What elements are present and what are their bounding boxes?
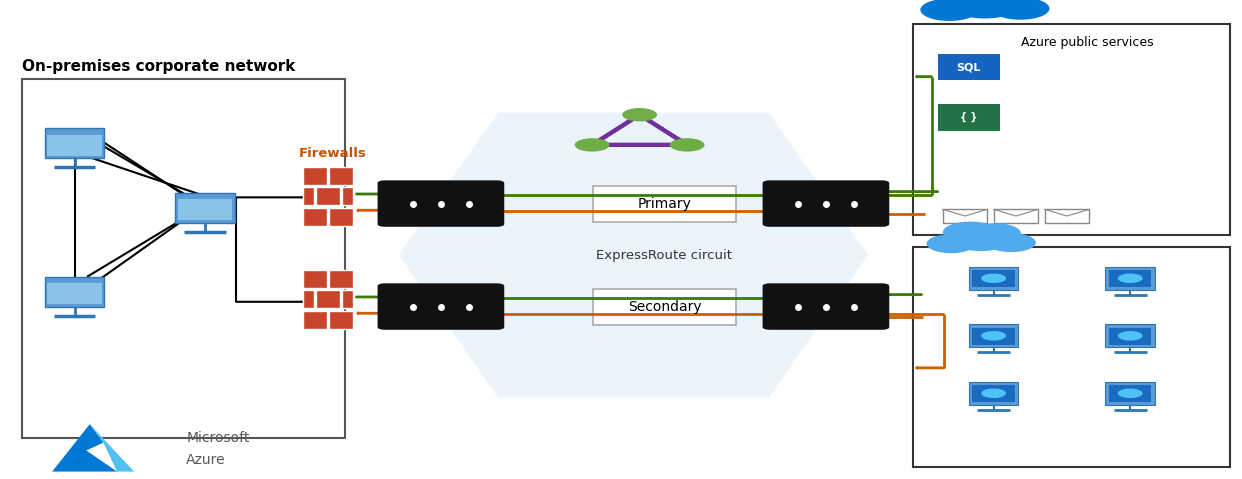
FancyBboxPatch shape	[378, 284, 504, 330]
Text: { }: { }	[960, 112, 977, 123]
Bar	[972, 385, 1015, 402]
Bar	[47, 135, 102, 156]
Bar	[343, 290, 353, 308]
Text: Microsoft: Microsoft	[186, 431, 250, 445]
Circle shape	[943, 222, 997, 243]
Bar	[303, 290, 313, 308]
Bar	[45, 277, 104, 307]
Bar	[45, 128, 104, 158]
Bar	[913, 247, 1230, 467]
Polygon shape	[89, 424, 134, 471]
Bar	[303, 311, 327, 329]
Circle shape	[986, 233, 1036, 252]
Bar	[303, 187, 313, 205]
Bar	[969, 382, 1018, 405]
Circle shape	[981, 274, 1006, 283]
Bar	[315, 187, 340, 205]
Circle shape	[669, 138, 704, 152]
Text: Primary: Primary	[637, 196, 692, 211]
FancyBboxPatch shape	[378, 181, 504, 227]
Circle shape	[951, 228, 1011, 251]
Circle shape	[991, 0, 1049, 20]
Bar	[47, 283, 102, 304]
Bar	[1109, 385, 1151, 402]
Bar	[315, 290, 340, 308]
Bar	[1045, 209, 1089, 223]
Circle shape	[1118, 388, 1143, 398]
Circle shape	[920, 0, 979, 21]
FancyBboxPatch shape	[763, 284, 889, 330]
Circle shape	[969, 223, 1021, 243]
Circle shape	[981, 331, 1006, 341]
Bar	[594, 186, 735, 222]
Text: ExpressRoute circuit: ExpressRoute circuit	[596, 249, 733, 262]
Circle shape	[940, 0, 1005, 9]
Bar	[22, 79, 345, 438]
Bar	[329, 311, 353, 329]
Text: Firewalls: Firewalls	[299, 148, 366, 160]
Bar	[303, 208, 327, 226]
Circle shape	[622, 108, 657, 122]
Text: Azure: Azure	[186, 453, 226, 467]
Bar	[329, 270, 353, 287]
Circle shape	[949, 0, 1021, 19]
Text: Azure public services: Azure public services	[1021, 36, 1154, 49]
Bar	[1105, 267, 1155, 290]
Bar	[329, 208, 353, 226]
Bar	[938, 104, 1000, 131]
Circle shape	[1118, 331, 1143, 341]
Bar	[913, 24, 1230, 235]
Bar	[972, 270, 1015, 287]
Bar	[329, 167, 353, 184]
Bar	[1109, 328, 1151, 345]
Circle shape	[575, 138, 610, 152]
Circle shape	[970, 0, 1032, 9]
Polygon shape	[399, 113, 868, 398]
Bar	[969, 324, 1018, 347]
Bar	[343, 187, 353, 205]
Circle shape	[927, 234, 976, 253]
Text: SQL: SQL	[956, 62, 981, 72]
Bar	[303, 270, 327, 287]
Circle shape	[1118, 274, 1143, 283]
Text: On-premises corporate network: On-premises corporate network	[22, 59, 296, 74]
Circle shape	[981, 388, 1006, 398]
Bar	[1109, 270, 1151, 287]
Bar	[969, 267, 1018, 290]
Bar	[303, 167, 327, 184]
Bar	[178, 199, 232, 220]
Polygon shape	[52, 424, 117, 471]
Bar	[994, 209, 1038, 223]
Bar	[972, 328, 1015, 345]
Bar	[1105, 324, 1155, 347]
Bar	[1105, 382, 1155, 405]
Bar	[943, 209, 987, 223]
Bar	[175, 193, 235, 223]
Bar	[938, 54, 1000, 80]
FancyBboxPatch shape	[763, 181, 889, 227]
Text: Secondary: Secondary	[627, 299, 702, 314]
Bar	[594, 288, 735, 325]
